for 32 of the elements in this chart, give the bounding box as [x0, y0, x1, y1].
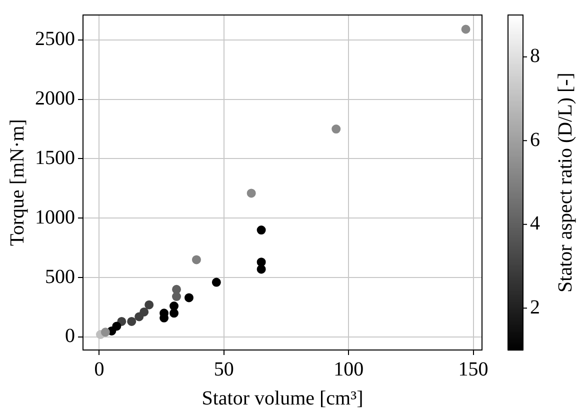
x-tick-label: 50 [214, 358, 234, 380]
y-tick-label: 2000 [35, 88, 75, 110]
color-bar-label: 2 [530, 296, 540, 318]
x-tick-label: 0 [94, 358, 104, 380]
point [127, 316, 136, 326]
point [170, 308, 179, 318]
point [134, 312, 144, 322]
point [256, 226, 266, 235]
point [144, 300, 154, 310]
point [246, 188, 256, 198]
x-tick-label: 150 [458, 358, 488, 380]
color-bar-title: Stator aspect ratio (D/L) [-] [554, 72, 576, 292]
color-bar-label: 4 [530, 212, 540, 235]
y-tick-label: 1000 [35, 206, 75, 228]
color-bar-label: 8 [530, 45, 540, 68]
y-tick-label: 1500 [35, 146, 75, 169]
point [192, 255, 201, 264]
color-bar-label: 6 [530, 128, 540, 151]
point [332, 124, 341, 134]
point [172, 292, 182, 302]
y-axis-title: Torque [mN·m] [6, 119, 28, 246]
point [100, 328, 110, 337]
point [461, 24, 470, 34]
x-axis-title: Stator volume [cm³] [202, 387, 364, 410]
point [256, 264, 266, 274]
point [212, 278, 221, 287]
y-tick-label: 0 [65, 325, 75, 348]
x-tick-label: 100 [334, 358, 364, 380]
y-tick-label: 500 [45, 266, 75, 288]
point [184, 293, 194, 302]
point [170, 302, 179, 311]
y-tick-label: 2500 [35, 28, 75, 50]
